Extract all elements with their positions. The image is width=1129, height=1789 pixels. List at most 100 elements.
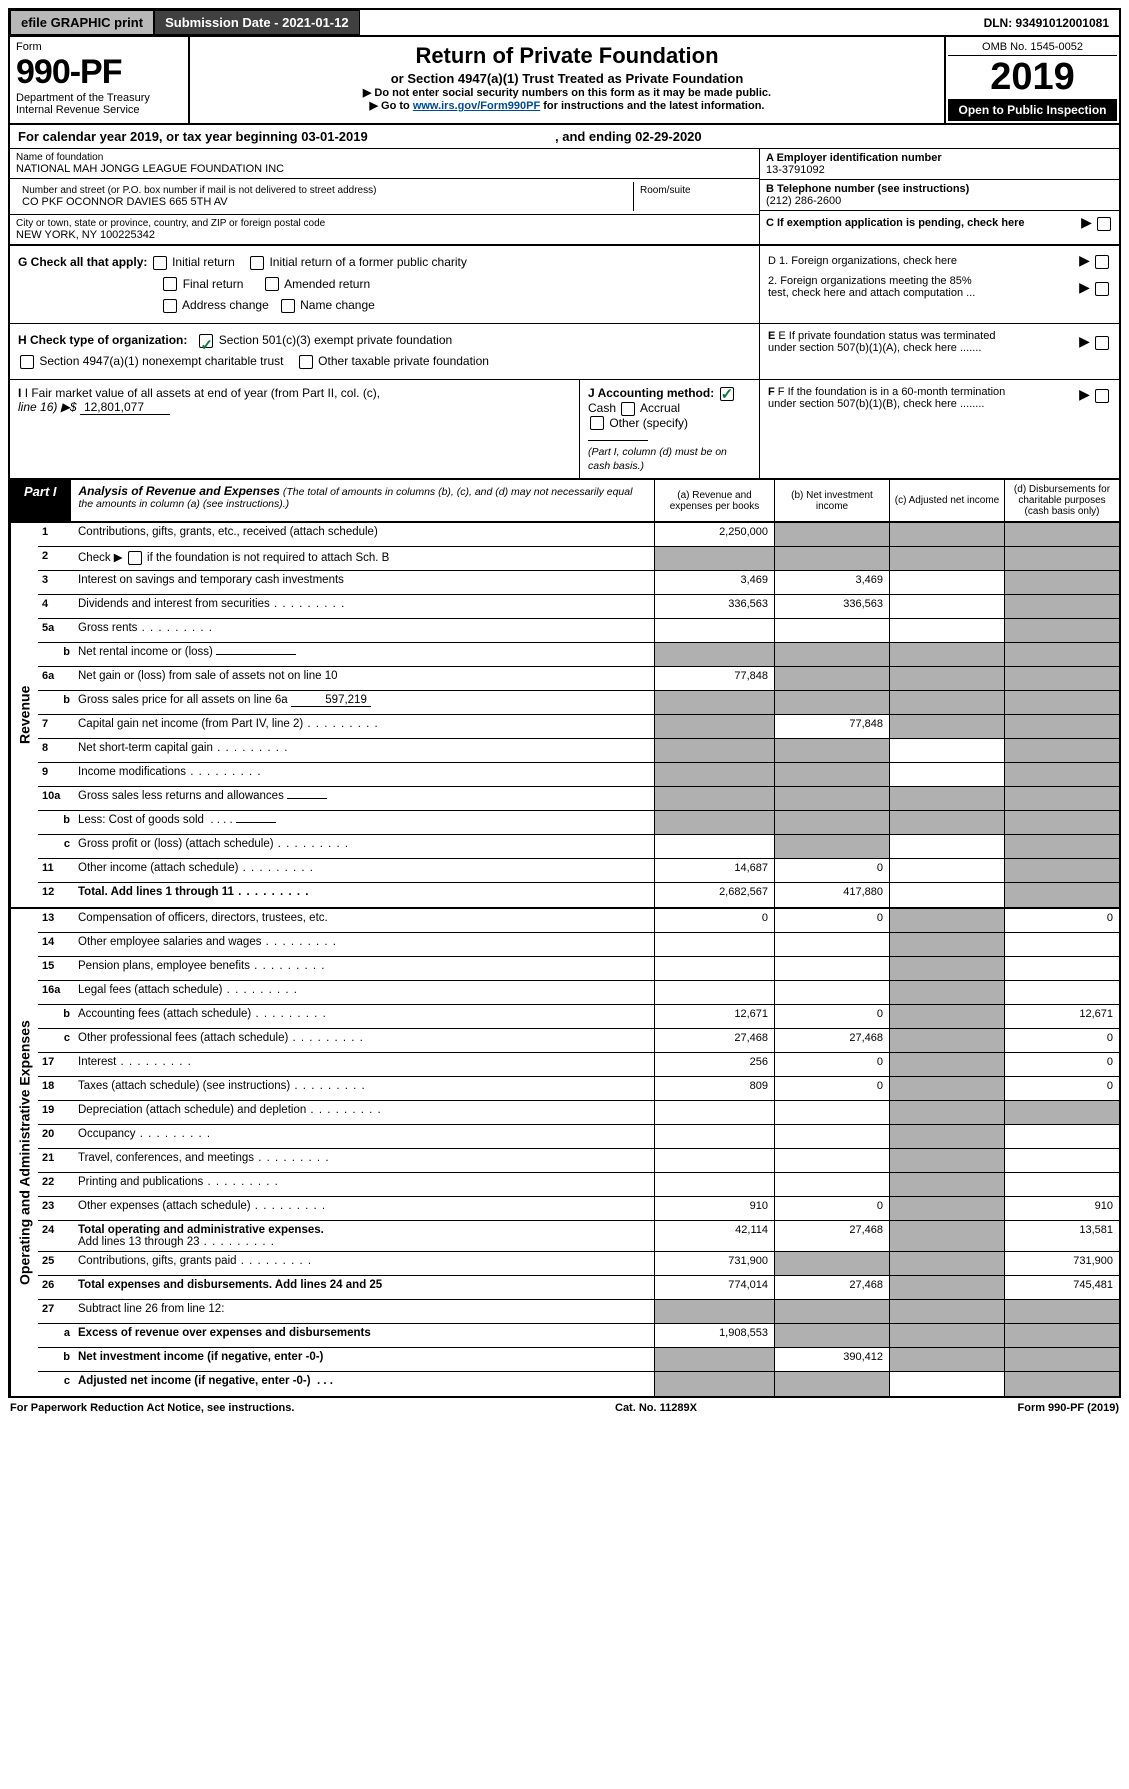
row-13: 13 Compensation of officers, directors, … [38,909,1119,933]
other-accounting-checkbox[interactable] [590,416,604,430]
d2b-label: test, check here and attach computation … [768,287,975,299]
ln24-a: 42,114 [654,1221,774,1251]
ln12-c [889,883,1004,907]
ln10a-c [889,787,1004,810]
ln10a-desc: Gross sales less returns and allowances [74,787,654,810]
efile-button[interactable]: efile GRAPHIC print [10,10,154,35]
ln24-b: 27,468 [774,1221,889,1251]
initial-former-checkbox[interactable] [250,256,264,270]
ln9-a [654,763,774,786]
ln24-c [889,1221,1004,1251]
ln2-desc2: if the foundation is not required to att… [147,552,389,564]
ln27-c [889,1300,1004,1323]
exemption-checkbox[interactable] [1097,217,1111,231]
amended-return-checkbox[interactable] [265,277,279,291]
row-27a: a Excess of revenue over expenses and di… [38,1324,1119,1348]
ln16a-desc: Legal fees (attach schedule) [74,981,654,1004]
foundation-name-cell: Name of foundation NATIONAL MAH JONGG LE… [10,149,759,179]
ln14-b [774,933,889,956]
ln6b-val: 597,219 [291,694,371,707]
ln22-text: Printing and publications [78,1176,279,1188]
address-change-label: Address change [182,298,269,312]
ln19-num: 19 [38,1101,74,1124]
ln10c-num: c [38,835,74,858]
ln8-b [774,739,889,762]
form-subtitle: or Section 4947(a)(1) Trust Treated as P… [194,71,940,86]
f-row: F F If the foundation is in a 60-month t… [768,386,1111,410]
cash-checkbox[interactable] [720,387,734,401]
ln27a-a: 1,908,553 [654,1324,774,1347]
ln6a-b [774,667,889,690]
ln9-num: 9 [38,763,74,786]
row-17: 17 Interest 256 0 0 [38,1053,1119,1077]
header-right: OMB No. 1545-0052 2019 Open to Public In… [944,37,1119,123]
address-change-checkbox[interactable] [163,299,177,313]
ln25-c [889,1252,1004,1275]
ln12-b: 417,880 [774,883,889,907]
calyear-end: , and ending 02-29-2020 [555,129,702,144]
s501-checkbox[interactable] [199,334,213,348]
ln5b-b [774,643,889,666]
ln7-d [1004,715,1119,738]
g-d-section: G Check all that apply: Initial return I… [8,246,1121,324]
s4947-checkbox[interactable] [20,355,34,369]
name-change-checkbox[interactable] [281,299,295,313]
d2-checkbox[interactable] [1095,282,1109,296]
ln20-d [1004,1125,1119,1148]
ln10c-b [774,835,889,858]
exemption-arrow-box: ▶ [1081,214,1113,231]
ln20-c [889,1125,1004,1148]
initial-return-checkbox[interactable] [153,256,167,270]
ln26-a: 774,014 [654,1276,774,1299]
ln17-desc: Interest [74,1053,654,1076]
ln16c-text: Other professional fees (attach schedule… [78,1032,364,1044]
ln4-c [889,595,1004,618]
footer-left: For Paperwork Reduction Act Notice, see … [10,1402,294,1414]
ln1-b [774,523,889,546]
row-26: 26 Total expenses and disbursements. Add… [38,1276,1119,1300]
ln24-title: Total operating and administrative expen… [78,1224,324,1236]
ln6b-c [889,691,1004,714]
ln22-desc: Printing and publications [74,1173,654,1196]
ln4-a: 336,563 [654,595,774,618]
city-cell: City or town, state or province, country… [10,215,759,244]
ln27c-desc: Adjusted net income (if negative, enter … [74,1372,654,1396]
sch-b-checkbox[interactable] [128,551,142,565]
ln23-desc: Other expenses (attach schedule) [74,1197,654,1220]
form-label: Form [16,41,182,53]
other-taxable-checkbox[interactable] [299,355,313,369]
final-return-checkbox[interactable] [163,277,177,291]
d1-checkbox[interactable] [1095,255,1109,269]
i-section: I I Fair market value of all assets at e… [10,380,579,478]
ln16c-num: c [38,1029,74,1052]
row-21: 21 Travel, conferences, and meetings [38,1149,1119,1173]
ln11-desc: Other income (attach schedule) [74,859,654,882]
d-section: D 1. Foreign organizations, check here ▶… [759,246,1119,323]
ln26-num: 26 [38,1276,74,1299]
room-label: Room/suite [640,185,747,196]
ln7-text: Capital gain net income (from Part IV, l… [78,718,379,730]
ln11-a: 14,687 [654,859,774,882]
irs-link[interactable]: www.irs.gov/Form990PF [413,100,540,112]
h-label: H Check type of organization: [18,333,187,347]
omb-number: OMB No. 1545-0052 [948,39,1117,56]
ln16b-b: 0 [774,1005,889,1028]
submission-date-button[interactable]: Submission Date - 2021-01-12 [154,10,360,35]
accrual-checkbox[interactable] [621,402,635,416]
ln2-num: 2 [38,547,74,570]
ln13-num: 13 [38,909,74,932]
ln25-b [774,1252,889,1275]
ln5b-a [654,643,774,666]
ln9-text: Income modifications [78,766,262,778]
ln24-num: 24 [38,1221,74,1251]
f-checkbox[interactable] [1095,389,1109,403]
ln12-desc: Total. Add lines 1 through 11 [74,883,654,907]
row-22: 22 Printing and publications [38,1173,1119,1197]
ln10a-a [654,787,774,810]
ln16b-text: Accounting fees (attach schedule) [78,1008,327,1020]
e-checkbox[interactable] [1095,336,1109,350]
row-16c: c Other professional fees (attach schedu… [38,1029,1119,1053]
ln12-num: 12 [38,883,74,907]
ln10b-desc: Less: Cost of goods sold . . . . [74,811,654,834]
ln15-b [774,957,889,980]
